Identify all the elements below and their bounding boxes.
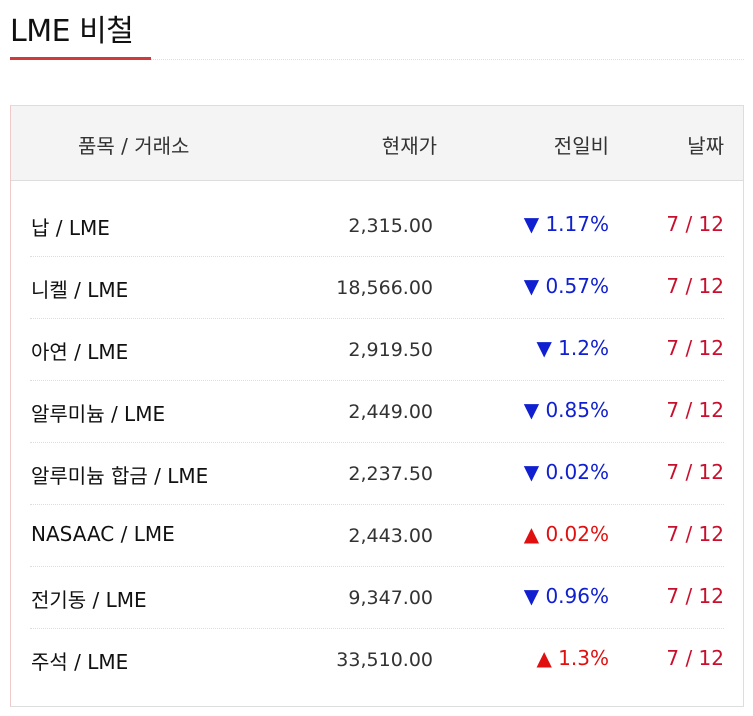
current-price: 2,315.00 bbox=[348, 215, 433, 237]
table-header: 품목 / 거래소 현재가 전일비 날짜 bbox=[11, 106, 743, 181]
header-item: 품목 / 거래소 bbox=[78, 134, 190, 158]
change-percent: ▼ 1.17% bbox=[523, 212, 609, 236]
change-percent: ▼ 1.2% bbox=[536, 336, 609, 360]
date: 7 / 12 bbox=[666, 274, 724, 298]
item-name[interactable]: 아연 / LME bbox=[31, 340, 129, 364]
item-name[interactable]: 납 / LME bbox=[31, 216, 110, 240]
current-price: 33,510.00 bbox=[336, 649, 433, 671]
change-percent: ▼ 0.96% bbox=[523, 584, 609, 608]
change-percent: ▼ 0.85% bbox=[523, 398, 609, 422]
header-change: 전일비 bbox=[553, 134, 609, 158]
table-row[interactable]: 주석 / LME 33,510.00 ▲ 1.3% 7 / 12 bbox=[30, 629, 724, 690]
date: 7 / 12 bbox=[666, 522, 724, 546]
table-row[interactable]: 전기동 / LME 9,347.00 ▼ 0.96% 7 / 12 bbox=[30, 567, 724, 629]
table-body: 납 / LME 2,315.00 ▼ 1.17% 7 / 12 니켈 / LME … bbox=[11, 181, 743, 690]
current-price: 9,347.00 bbox=[348, 587, 433, 609]
table-row[interactable]: NASAAC / LME 2,443.00 ▲ 0.02% 7 / 12 bbox=[30, 505, 724, 567]
table-row[interactable]: 알루미늄 / LME 2,449.00 ▼ 0.85% 7 / 12 bbox=[30, 381, 724, 443]
table-row[interactable]: 아연 / LME 2,919.50 ▼ 1.2% 7 / 12 bbox=[30, 319, 724, 381]
page-title: LME 비철 bbox=[10, 14, 134, 49]
table-row[interactable]: 니켈 / LME 18,566.00 ▼ 0.57% 7 / 12 bbox=[30, 257, 724, 319]
date: 7 / 12 bbox=[666, 212, 724, 236]
title-underline bbox=[10, 57, 151, 60]
item-name[interactable]: 알루미늄 합금 / LME bbox=[31, 464, 209, 488]
item-name[interactable]: 알루미늄 / LME bbox=[31, 402, 166, 426]
current-price: 2,237.50 bbox=[348, 463, 433, 485]
date: 7 / 12 bbox=[666, 646, 724, 670]
header-date: 날짜 bbox=[687, 134, 724, 158]
item-name[interactable]: 주석 / LME bbox=[31, 650, 129, 674]
price-table: 품목 / 거래소 현재가 전일비 날짜 납 / LME 2,315.00 ▼ 1… bbox=[10, 105, 744, 707]
date: 7 / 12 bbox=[666, 584, 724, 608]
current-price: 2,919.50 bbox=[348, 339, 433, 361]
table-row[interactable]: 알루미늄 합금 / LME 2,237.50 ▼ 0.02% 7 / 12 bbox=[30, 443, 724, 505]
change-percent: ▲ 0.02% bbox=[523, 522, 609, 546]
table-row[interactable]: 납 / LME 2,315.00 ▼ 1.17% 7 / 12 bbox=[30, 195, 724, 257]
item-name[interactable]: NASAAC / LME bbox=[31, 522, 175, 546]
item-name[interactable]: 전기동 / LME bbox=[31, 588, 147, 612]
date: 7 / 12 bbox=[666, 398, 724, 422]
change-percent: ▲ 1.3% bbox=[536, 646, 609, 670]
date: 7 / 12 bbox=[666, 460, 724, 484]
header-price: 현재가 bbox=[381, 134, 437, 158]
item-name[interactable]: 니켈 / LME bbox=[31, 278, 129, 302]
current-price: 2,443.00 bbox=[348, 525, 433, 547]
date: 7 / 12 bbox=[666, 336, 724, 360]
current-price: 18,566.00 bbox=[336, 277, 433, 299]
change-percent: ▼ 0.57% bbox=[523, 274, 609, 298]
divider bbox=[151, 59, 744, 60]
current-price: 2,449.00 bbox=[348, 401, 433, 423]
change-percent: ▼ 0.02% bbox=[523, 460, 609, 484]
